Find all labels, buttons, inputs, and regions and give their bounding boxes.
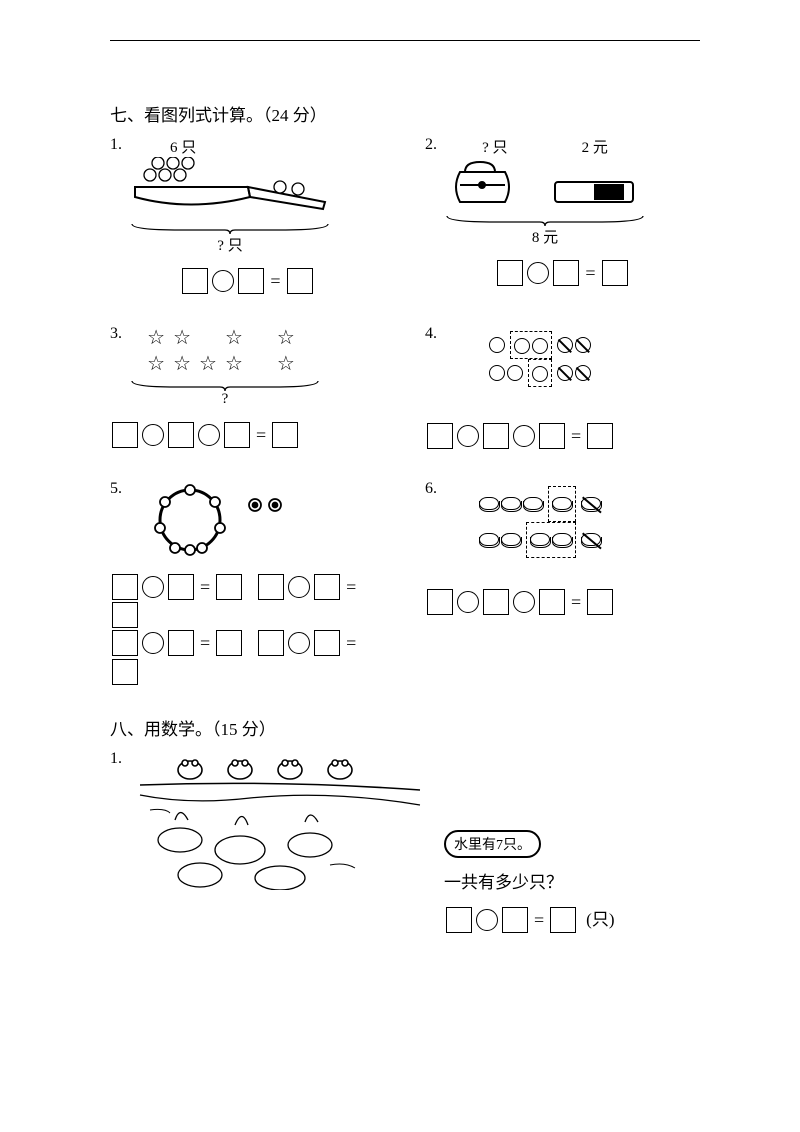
problem-6: 6. = <box>425 480 700 616</box>
section8-title: 八、用数学。（15 分） <box>110 715 700 740</box>
problem-2: 2. ? 只 2 元 <box>425 136 700 287</box>
input-box[interactable] <box>483 423 509 449</box>
operator-circle[interactable] <box>476 909 498 931</box>
operator-circle[interactable] <box>527 262 549 284</box>
p2-bottom-label: 8 元 <box>445 226 645 247</box>
input-box[interactable] <box>258 630 284 656</box>
problem-5: 5. = = <box>110 480 385 686</box>
equals-sign: = <box>585 259 595 287</box>
input-box[interactable] <box>238 268 264 294</box>
p2-price2: 2 元 <box>582 136 608 157</box>
problem-3-number: 3. <box>110 325 122 343</box>
input-box[interactable] <box>483 589 509 615</box>
input-box[interactable] <box>587 423 613 449</box>
problems-row-3-4: 3. ☆☆ ☆ ☆☆☆☆☆ ☆ ? = 4. <box>110 325 700 449</box>
problem-3: 3. ☆☆ ☆ ☆☆☆☆☆ ☆ ? = <box>110 325 385 448</box>
equals-sign: = <box>346 629 356 657</box>
input-box[interactable] <box>216 630 242 656</box>
p6-equation: = <box>425 588 700 616</box>
disks-illustration <box>445 480 635 558</box>
input-box[interactable] <box>112 602 138 628</box>
operator-circle[interactable] <box>212 270 234 292</box>
bracelet-illustration <box>140 480 300 560</box>
equals-sign: = <box>346 573 356 601</box>
input-box[interactable] <box>502 907 528 933</box>
problem-4-number: 4. <box>425 325 437 343</box>
input-box[interactable] <box>427 589 453 615</box>
input-box[interactable] <box>497 260 523 286</box>
problems-row-1-2: 1. 6 只 ? 只 = <box>110 136 700 295</box>
q8-equation: = (只) <box>444 905 614 933</box>
top-rule <box>110 40 700 41</box>
p1-equation: = <box>110 267 385 295</box>
boat-dogs-illustration <box>130 157 330 215</box>
p4-equation: = <box>425 421 700 449</box>
input-box[interactable] <box>427 423 453 449</box>
equals-sign: = <box>200 629 210 657</box>
input-box[interactable] <box>446 907 472 933</box>
input-box[interactable] <box>224 422 250 448</box>
operator-circle[interactable] <box>288 632 310 654</box>
input-box[interactable] <box>587 589 613 615</box>
input-box[interactable] <box>258 574 284 600</box>
input-box[interactable] <box>112 659 138 685</box>
problem-8-1: 1. <box>110 750 700 933</box>
input-box[interactable] <box>182 268 208 294</box>
equals-sign: = <box>571 422 581 450</box>
input-box[interactable] <box>216 574 242 600</box>
input-box[interactable] <box>539 423 565 449</box>
input-box[interactable] <box>539 589 565 615</box>
problem-2-number: 2. <box>425 136 437 154</box>
unit-label: (只) <box>586 910 614 929</box>
operator-circle[interactable] <box>457 591 479 613</box>
input-box[interactable] <box>168 422 194 448</box>
p3-equation: = <box>110 420 385 448</box>
p5-equations: = = = = <box>110 573 385 686</box>
speech-bubble: 水里有7只。 <box>444 830 541 858</box>
input-box[interactable] <box>168 574 194 600</box>
operator-circle[interactable] <box>142 576 164 598</box>
input-box[interactable] <box>553 260 579 286</box>
input-box[interactable] <box>602 260 628 286</box>
p3-bottom-label: ? <box>130 391 320 408</box>
problem-6-number: 6. <box>425 480 437 498</box>
problem-5-number: 5. <box>110 480 122 498</box>
equals-sign: = <box>256 421 266 449</box>
q8-question: 一共有多少只？ <box>444 868 614 893</box>
circles-illustration <box>445 325 635 387</box>
input-box[interactable] <box>550 907 576 933</box>
equals-sign: = <box>571 588 581 616</box>
operator-circle[interactable] <box>513 591 535 613</box>
operator-circle[interactable] <box>288 576 310 598</box>
p1-bottom-label: ? 只 <box>130 234 330 255</box>
problems-row-5-6: 5. = = <box>110 480 700 686</box>
pond-frogs-illustration <box>130 750 430 890</box>
section7-title: 七、看图列式计算。（24 分） <box>110 101 700 126</box>
problem-4: 4. = <box>425 325 700 449</box>
input-box[interactable] <box>112 630 138 656</box>
operator-circle[interactable] <box>513 425 535 447</box>
input-box[interactable] <box>272 422 298 448</box>
p2-top-label: ? 只 <box>482 136 507 157</box>
problem-1: 1. 6 只 ? 只 = <box>110 136 385 295</box>
operator-circle[interactable] <box>142 632 164 654</box>
operator-circle[interactable] <box>457 425 479 447</box>
input-box[interactable] <box>314 630 340 656</box>
input-box[interactable] <box>287 268 313 294</box>
stars-illustration: ☆☆ ☆ ☆☆☆☆☆ ☆ <box>130 325 320 377</box>
equals-sign: = <box>200 573 210 601</box>
problem-1-number: 1. <box>110 136 122 154</box>
equals-sign: = <box>270 267 280 295</box>
p1-top-label: 6 只 <box>130 136 330 157</box>
operator-circle[interactable] <box>142 424 164 446</box>
p2-equation: = <box>425 259 700 287</box>
input-box[interactable] <box>112 574 138 600</box>
input-box[interactable] <box>112 422 138 448</box>
bag-case-illustration <box>445 157 645 207</box>
input-box[interactable] <box>168 630 194 656</box>
input-box[interactable] <box>314 574 340 600</box>
equals-sign: = <box>534 906 544 934</box>
problem-8-1-number: 1. <box>110 750 122 768</box>
operator-circle[interactable] <box>198 424 220 446</box>
